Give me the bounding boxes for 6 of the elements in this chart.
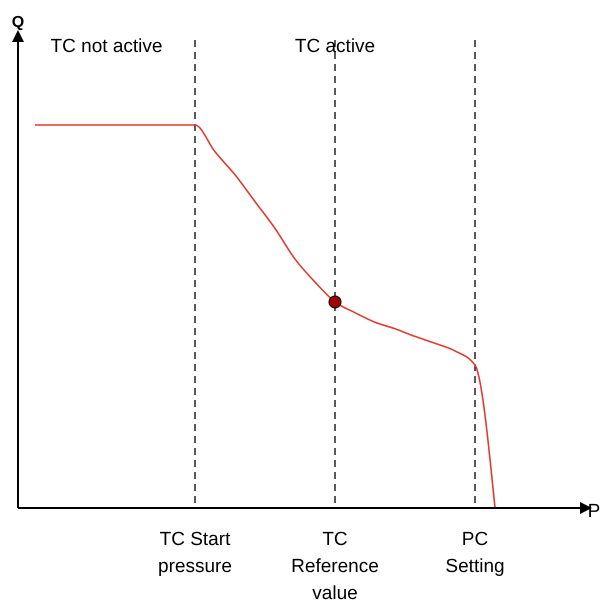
- x-tick-label: TC Reference value: [291, 529, 379, 604]
- text: TC active: [294, 36, 376, 57]
- x-tick-label: TC Start pressure: [158, 529, 232, 577]
- text: Q: [12, 14, 24, 31]
- text: TC not active: [50, 36, 162, 57]
- x-tick-label: PC Setting: [445, 529, 505, 577]
